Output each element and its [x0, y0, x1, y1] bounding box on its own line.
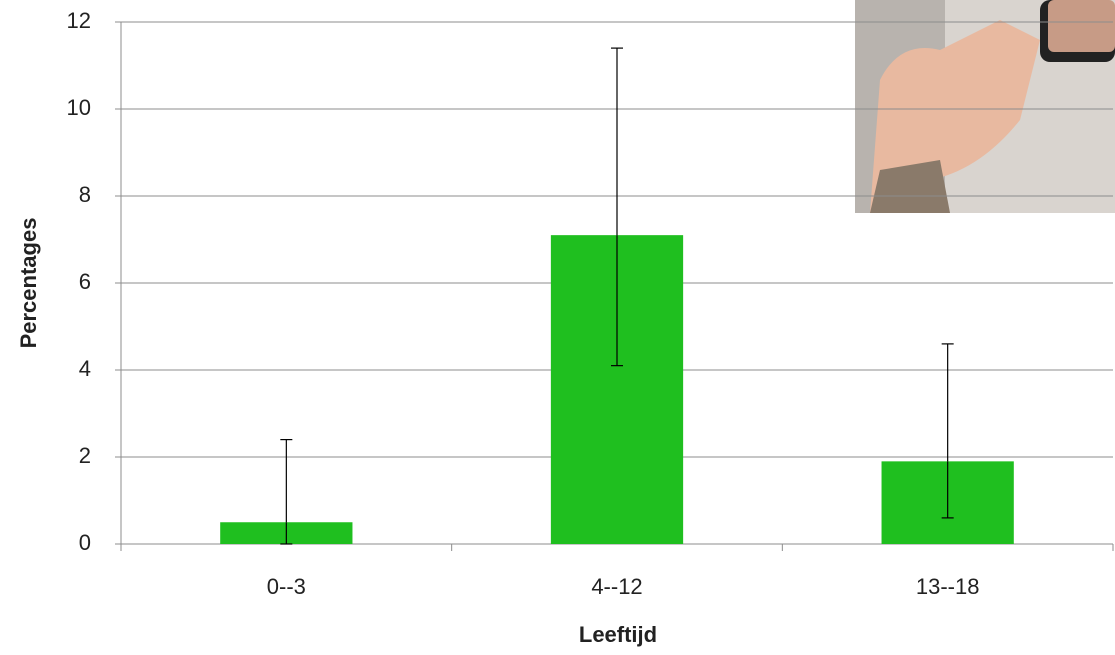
y-tick-label: 2	[79, 443, 91, 468]
x-tick-label: 0--3	[267, 574, 306, 599]
y-tick-label: 8	[79, 182, 91, 207]
y-tick-label: 12	[67, 8, 91, 33]
photo	[855, 0, 1115, 213]
y-tick-label: 6	[79, 269, 91, 294]
x-axis-title: Leeftijd	[579, 622, 657, 647]
y-tick-label: 10	[67, 95, 91, 120]
x-tick-label: 4--12	[591, 574, 642, 599]
y-tick-label: 0	[79, 530, 91, 555]
x-tick-label: 13--18	[916, 574, 980, 599]
y-axis-title: Percentages	[16, 218, 41, 349]
y-tick-label: 4	[79, 356, 91, 381]
